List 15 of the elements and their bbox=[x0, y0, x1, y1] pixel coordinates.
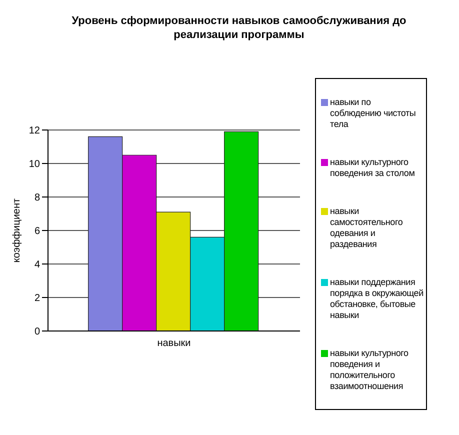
x-tick-label: навыки bbox=[157, 338, 191, 350]
y-axis-title: коэффициент bbox=[12, 198, 23, 263]
chart-title: Уровень сформированности навыков самообслуживания до реализации программы bbox=[70, 14, 408, 42]
y-tick-label: 4 bbox=[34, 260, 40, 271]
y-tick-label: 2 bbox=[34, 293, 40, 304]
legend-label: навыки по соблюдению чистоты тела bbox=[330, 96, 416, 128]
y-tick-label: 6 bbox=[34, 226, 40, 238]
y-tick-label: 8 bbox=[34, 192, 40, 204]
legend-label: навыки культурного поведения за столом bbox=[330, 156, 415, 178]
legend-label: навыки самостоятельного одевания и раздевания bbox=[330, 206, 403, 248]
y-tick-label: 0 bbox=[34, 326, 40, 338]
legend-label: навыки культурного поведения и положительного взаимоотношения bbox=[330, 348, 408, 390]
y-tick-label: 12 bbox=[28, 126, 40, 137]
legend-label: навыки поддержания порядка в окружающей обстановке, бытовые навыки bbox=[330, 276, 424, 320]
y-tick-label: 10 bbox=[28, 159, 40, 170]
